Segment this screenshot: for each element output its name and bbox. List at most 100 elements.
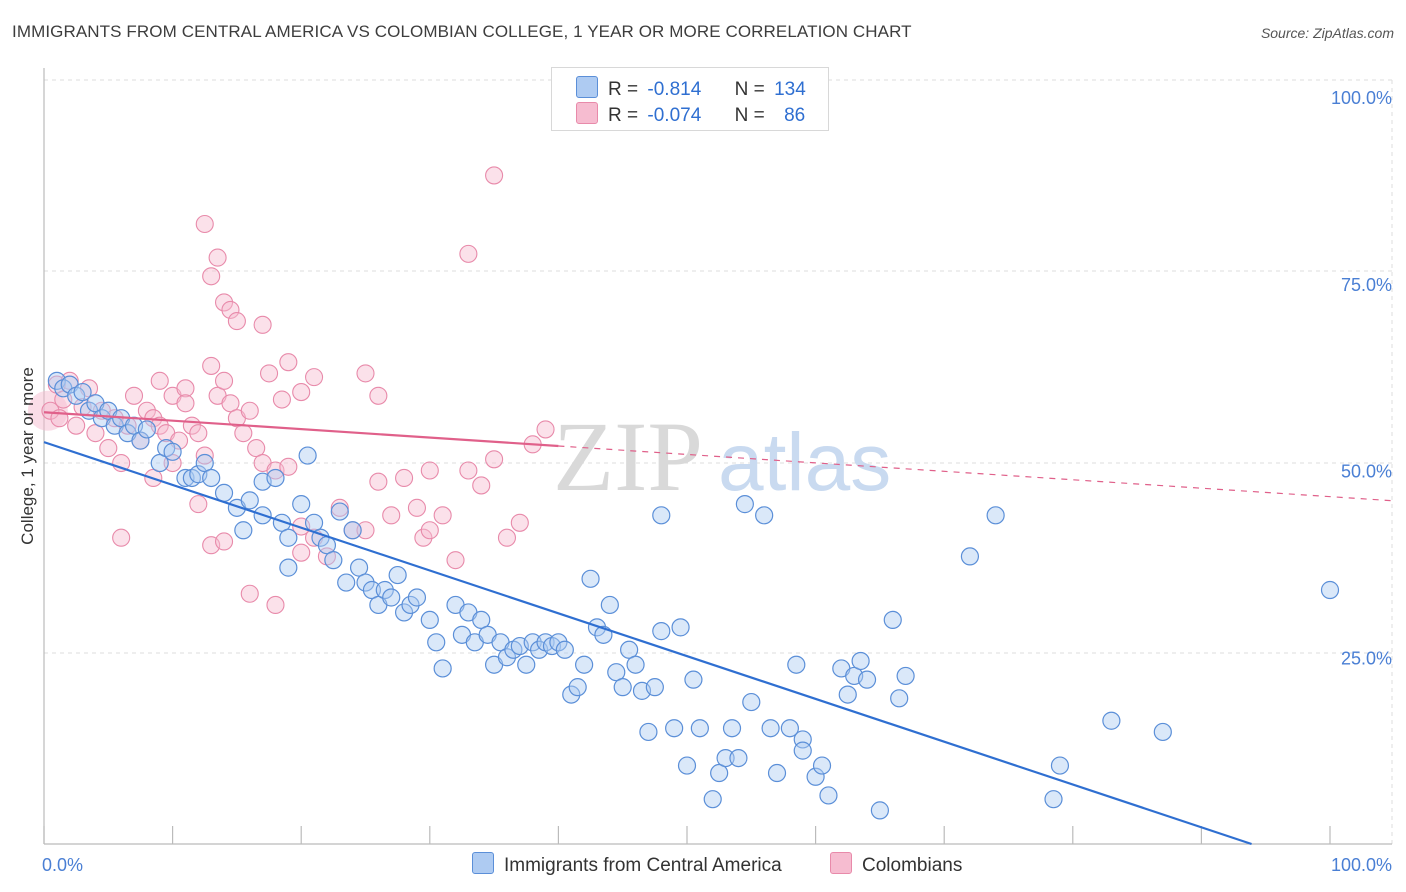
central-america-point — [356, 573, 375, 592]
central-america-point — [613, 678, 632, 697]
central-america-point — [890, 689, 909, 708]
colombians-point — [407, 498, 426, 517]
central-america-point — [645, 678, 664, 697]
legend-r-label: R = — [608, 79, 639, 100]
central-america-point — [420, 610, 439, 630]
colombians-point — [176, 394, 195, 413]
colombians-point — [459, 244, 478, 263]
central-america-point — [722, 719, 742, 738]
central-america-point — [607, 663, 626, 682]
central-america-point — [517, 655, 536, 674]
colombians-point — [195, 446, 214, 465]
central-america-point — [272, 513, 292, 532]
legend-swatch-pink — [576, 102, 598, 124]
colombians-point — [67, 416, 86, 435]
colombians-point — [150, 371, 169, 390]
legend-swatch-blue — [576, 76, 598, 98]
colombians-point — [214, 293, 234, 312]
colombians-point — [459, 461, 478, 480]
bottom-legend-colombians: Colombians — [830, 852, 962, 877]
correlation-legend: R = -0.814 N = 134 R = -0.074 N = 86 — [551, 67, 829, 131]
tick-labels: 25.0% 50.0% 75.0% 100.0% 0.0% 100.0% — [42, 88, 1392, 875]
central-america-point — [562, 685, 581, 704]
central-america-point — [710, 763, 729, 783]
x-tick-label-min: 0.0% — [42, 855, 83, 875]
legend-r-label: R = — [608, 105, 639, 126]
central-america-point — [761, 719, 780, 738]
central-america-point — [523, 633, 542, 652]
central-america-point — [755, 506, 774, 525]
central-america-points — [47, 371, 1340, 820]
central-america-point — [131, 431, 150, 450]
colombians-point — [292, 383, 311, 402]
central-america-point — [581, 569, 600, 588]
colombians-point — [485, 450, 504, 469]
colombians-point — [279, 457, 298, 476]
central-america-point — [677, 756, 697, 775]
central-america-point — [433, 659, 452, 678]
axes — [43, 68, 1392, 845]
colombians-points — [27, 166, 555, 615]
legend-r-value: -0.074 — [647, 105, 702, 126]
central-america-point — [324, 551, 343, 570]
central-america-point — [266, 468, 285, 488]
central-america-point — [337, 573, 356, 592]
central-america-point — [362, 580, 382, 600]
x-tick-label-max: 100.0% — [1331, 855, 1392, 875]
central-america-point — [375, 580, 394, 600]
central-america-point — [1153, 722, 1172, 742]
central-america-point — [735, 495, 754, 514]
central-america-point — [639, 722, 658, 742]
central-america-point — [298, 446, 317, 465]
chart-title: IMMIGRANTS FROM CENTRAL AMERICA VS COLOM… — [12, 22, 912, 41]
central-america-point — [793, 741, 812, 760]
bottom-legend-label: Immigrants from Central America — [504, 855, 782, 876]
colombians-point — [497, 528, 517, 547]
central-america-point — [343, 521, 362, 540]
central-america-point — [684, 670, 703, 689]
colombians-point — [176, 379, 195, 398]
y-tick-label: 75.0% — [1341, 275, 1392, 295]
colombians-point — [247, 439, 266, 458]
central-america-point — [620, 640, 639, 659]
colombians-point — [485, 166, 504, 185]
central-america-point — [497, 648, 517, 667]
central-america-point — [279, 558, 298, 577]
central-america-point — [626, 655, 645, 674]
colombians-point — [369, 386, 388, 405]
central-america-point — [555, 640, 574, 659]
legend-row-colombians: R = -0.074 N = 86 — [576, 102, 805, 126]
colombians-point — [433, 506, 452, 525]
central-america-point — [587, 618, 607, 637]
central-america-point — [568, 678, 587, 697]
central-america-point — [1102, 711, 1121, 730]
central-america-point — [388, 565, 407, 585]
central-america-trend-line — [43, 441, 1252, 846]
colombians-point — [214, 371, 234, 390]
central-america-point — [671, 618, 690, 637]
colombians-point — [510, 513, 529, 532]
y-axis-label: College, 1 year or more — [18, 367, 37, 545]
colombians-point — [356, 521, 375, 540]
central-america-point — [1050, 756, 1070, 775]
central-america-point — [382, 588, 401, 607]
colombians-point — [292, 543, 311, 562]
colombians-point — [414, 528, 433, 547]
central-america-point — [163, 442, 182, 461]
colombians-point — [266, 595, 285, 615]
colombians-point — [195, 214, 214, 234]
bottom-legend-central-america: Immigrants from Central America — [472, 852, 782, 877]
legend-row-central-america: R = -0.814 N = 134 — [576, 76, 806, 100]
central-america-point — [575, 655, 594, 674]
central-america-point — [150, 453, 169, 473]
colombians-point — [395, 468, 414, 488]
central-america-point — [767, 763, 787, 783]
colombians-point — [208, 248, 227, 267]
central-america-point — [349, 558, 369, 577]
central-america-point — [202, 468, 221, 488]
colombians-point — [240, 401, 259, 420]
central-america-point — [986, 506, 1005, 525]
colombians-point — [99, 439, 118, 458]
central-america-point — [1320, 580, 1340, 600]
